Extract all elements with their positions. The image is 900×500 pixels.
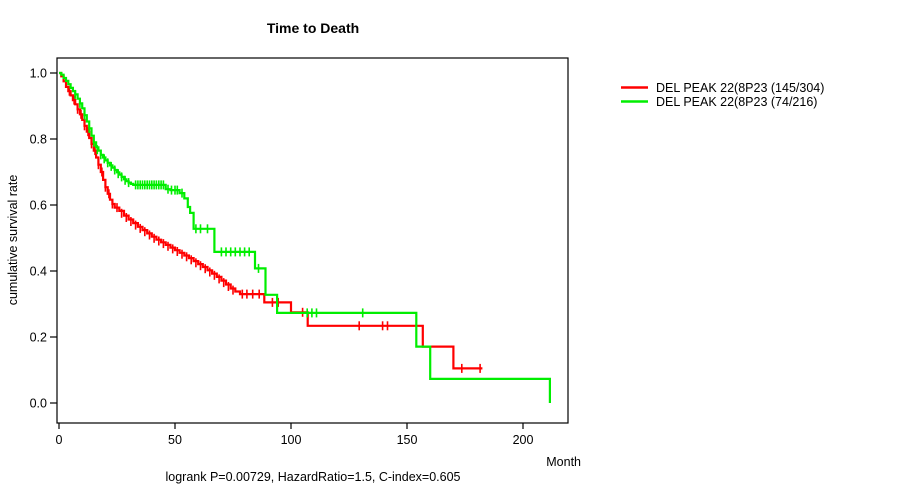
x-axis-label: Month bbox=[546, 455, 581, 469]
y-axis-label: cumulative survival rate bbox=[6, 175, 20, 306]
y-tick-label: 0.2 bbox=[30, 331, 47, 345]
y-tick-label: 0.4 bbox=[30, 265, 47, 279]
legend-label-red: DEL PEAK 22(8P23 (145/304) bbox=[656, 81, 824, 95]
x-tick-label: 200 bbox=[513, 433, 534, 447]
series-group bbox=[59, 71, 551, 403]
y-tick-label: 0.6 bbox=[30, 199, 47, 213]
y-tick-label: 0.0 bbox=[30, 397, 47, 411]
chart-title: Time to Death bbox=[267, 20, 359, 36]
stats-annotation: logrank P=0.00729, HazardRatio=1.5, C-in… bbox=[166, 470, 461, 484]
legend: DEL PEAK 22(8P23 (145/304) DEL PEAK 22(8… bbox=[621, 81, 824, 109]
plot-box bbox=[56, 57, 569, 424]
survival-curve-0 bbox=[59, 71, 483, 370]
x-tick-label: 50 bbox=[168, 433, 182, 447]
x-tick-label: 100 bbox=[281, 433, 302, 447]
legend-label-green: DEL PEAK 22(8P23 (74/216) bbox=[656, 95, 817, 109]
y-tick-label: 1.0 bbox=[30, 67, 47, 81]
y-tick-label: 0.8 bbox=[30, 133, 47, 147]
x-tick-label: 150 bbox=[397, 433, 418, 447]
axes-group: 0 50 100 150 200 0.0 0.2 0.4 0.6 0.8 1.0 bbox=[30, 67, 534, 448]
survival-curve-1 bbox=[59, 71, 551, 403]
x-tick-label: 0 bbox=[56, 433, 63, 447]
